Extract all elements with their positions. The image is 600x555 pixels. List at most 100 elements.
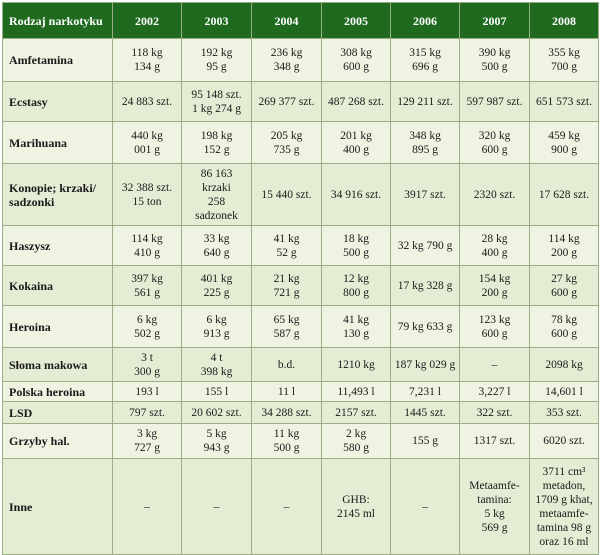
header-year: 2006 — [390, 2, 460, 39]
row-drug-name: Słoma makowa — [2, 347, 113, 382]
cell-line: 269 377 szt. — [258, 95, 315, 108]
table-row: Polska heroina 193 l 155 l 11 l 11,493 l 7,23… — [2, 381, 599, 402]
cell-line: 17 kg 328 g — [397, 279, 453, 292]
cell-line: 895 g — [412, 143, 438, 156]
header-drug-type: Rodzaj narkotyku — [2, 2, 113, 39]
cell-line: 353 szt. — [546, 406, 582, 419]
cell-line: 500 g — [343, 246, 369, 259]
cell-line: 205 kg — [270, 129, 303, 142]
cell-line: 322 szt. — [476, 406, 513, 419]
cell-line: 2098 kg — [545, 358, 583, 371]
cell-line: b.d. — [277, 358, 296, 371]
cell-line: – — [213, 500, 220, 513]
table-cell: 3711 cm³ metadon, 1709 g khat, metaamfe-tam… — [529, 458, 599, 555]
cell-line: 34 288 szt. — [261, 406, 312, 419]
cell-line: 398 kg — [200, 365, 233, 378]
table-cell: 353 szt. — [529, 401, 599, 424]
table-cell: 192 kg 95 g — [181, 38, 252, 82]
cell-line: 561 g — [134, 286, 160, 299]
table-cell: 205 kg 735 g — [251, 121, 322, 164]
cell-line: 587 g — [273, 327, 300, 340]
cell-line: 913 g — [203, 327, 230, 340]
cell-line: 11,493 l — [337, 385, 375, 398]
cell-line: – — [144, 500, 150, 513]
table-row: LSD 797 szt. 20 602 szt. 34 288 szt. 2157 sz… — [2, 401, 599, 424]
table-cell: 95 148 szt. 1 kg 274 g — [181, 81, 252, 122]
table-cell: 18 kg 500 g — [321, 225, 391, 266]
cell-line: 700 g — [551, 61, 577, 73]
table-cell: 440 kg 001 g — [112, 121, 182, 164]
table-cell: 390 kg 500 g — [459, 38, 530, 82]
cell-line: 500 g — [273, 442, 300, 454]
table-cell: 11 kg 500 g — [251, 423, 322, 459]
table-cell: – — [251, 458, 322, 555]
table-cell: 34 916 szt. — [321, 163, 391, 226]
cell-line: 17 628 szt. — [538, 188, 590, 201]
table-cell: 2320 szt. — [459, 163, 530, 226]
cell-line: 198 kg — [200, 129, 233, 142]
cell-line: 79 kg 633 g — [397, 320, 453, 333]
table-cell: 320 kg 600 g — [459, 121, 530, 164]
table-cell: 7,231 l — [390, 381, 460, 402]
cell-line: 320 kg — [478, 129, 511, 142]
cell-line: 597 987 szt. — [466, 95, 523, 108]
cell-line: 41 kg — [343, 313, 369, 326]
table-cell: 348 kg 895 g — [390, 121, 460, 164]
table-cell: 123 kg 600 g — [459, 305, 530, 348]
table-cell: 17 628 szt. — [529, 163, 599, 226]
table-cell: – — [459, 347, 530, 382]
cell-line: 11 l — [277, 385, 296, 398]
table-cell: 5 kg 943 g — [181, 423, 252, 459]
table-cell: 154 kg 200 g — [459, 265, 530, 306]
cell-line: 600 g — [481, 143, 508, 156]
header-year: 2003 — [181, 2, 252, 39]
cell-line: 21 kg — [273, 272, 300, 285]
table-cell: 797 szt. — [112, 401, 182, 424]
cell-line: 401 kg — [200, 272, 233, 285]
table-cell: 355 kg 700 g — [529, 38, 599, 82]
cell-line: 1317 szt. — [473, 435, 516, 447]
cell-line: 2157 szt. — [335, 406, 377, 419]
cell-line: 400 g — [343, 143, 369, 156]
cell-line: 32 388 szt. — [121, 181, 173, 194]
cell-line: 502 g — [134, 327, 160, 340]
table-cell: 322 szt. — [459, 401, 530, 424]
cell-line: 600 g — [343, 61, 369, 73]
row-drug-name: LSD — [2, 401, 113, 424]
header-year: 2005 — [321, 2, 391, 39]
cell-line: 95 148 szt. — [191, 88, 242, 101]
cell-line: 580 g — [343, 442, 369, 454]
table-cell: 32 388 szt. 15 ton — [112, 163, 182, 226]
table-cell: 201 kg 400 g — [321, 121, 391, 164]
cell-line: 15 ton — [132, 195, 162, 208]
table-cell: 397 kg 561 g — [112, 265, 182, 306]
cell-line: 28 kg — [481, 232, 508, 245]
row-drug-name: Polska heroina — [2, 381, 113, 402]
cell-line: 943 g — [203, 442, 230, 454]
cell-line: 600 g — [551, 286, 577, 299]
cell-line: 3917 szt. — [404, 188, 446, 201]
cell-line: 651 573 szt. — [536, 95, 592, 108]
table-cell: GHB: 2145 ml — [321, 458, 391, 555]
cell-line: 78 kg — [551, 313, 577, 326]
row-drug-name: Inne — [2, 458, 113, 555]
table-cell: 6 kg 502 g — [112, 305, 182, 348]
table-cell: 114 kg 200 g — [529, 225, 599, 266]
cell-line: 32 kg 790 g — [397, 239, 453, 252]
row-drug-name: Kokaina — [2, 265, 113, 306]
table-cell: – — [390, 458, 460, 555]
cell-line: 001 g — [134, 143, 160, 156]
cell-line: 95 g — [206, 61, 227, 73]
cell-line: Metaamfe- — [469, 479, 520, 492]
cell-line: 727 g — [134, 442, 160, 454]
cell-line: 400 g — [481, 246, 508, 259]
row-drug-name: Ecstasy — [2, 81, 113, 122]
table-cell: Metaamfe-tamina: 5 kg 569 g — [459, 458, 530, 555]
cell-line: 258 — [207, 195, 226, 208]
cell-line: oraz 16 ml — [539, 535, 589, 548]
cell-line: 24 883 szt. — [121, 95, 173, 108]
cell-line: 797 szt. — [129, 406, 165, 419]
table-row: Amfetamina 118 kg 134 g 192 kg 95 g 236 kg 348… — [2, 38, 599, 82]
